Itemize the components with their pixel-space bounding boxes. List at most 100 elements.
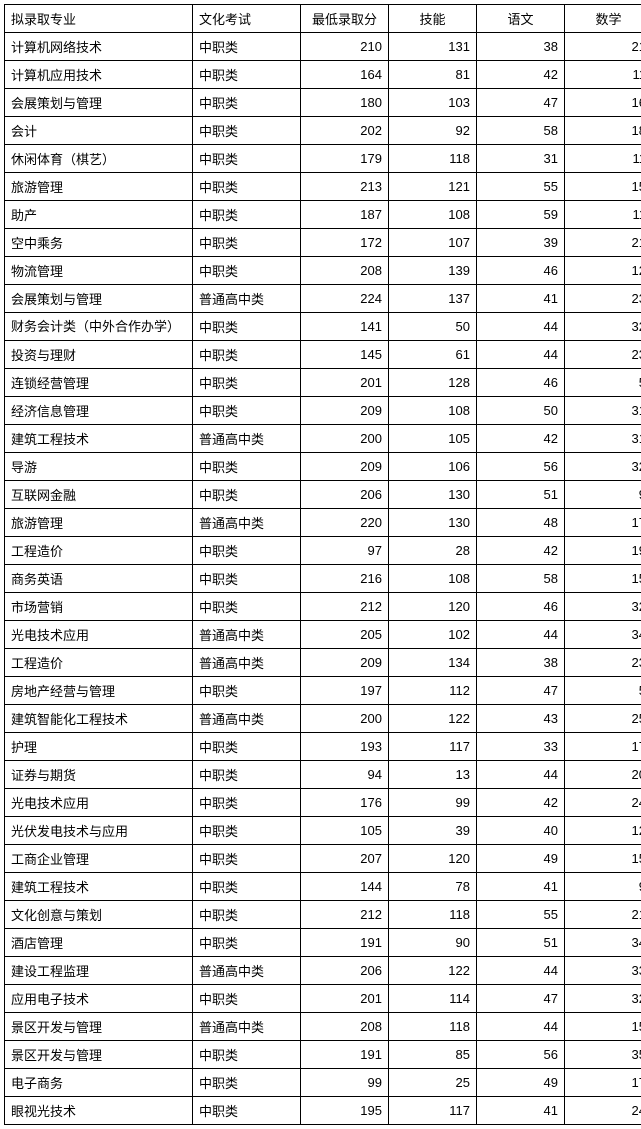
- cell-major: 财务会计类（中外合作办学）: [5, 313, 193, 341]
- cell-min: 213: [301, 173, 389, 201]
- table-row: 建设工程监理普通高中类20612244337: [5, 957, 641, 985]
- cell-math: 16: [565, 89, 641, 117]
- table-row: 应用电子技术中职类20111447328: [5, 985, 641, 1013]
- col-header-math: 数学: [565, 5, 641, 33]
- cell-exam: 中职类: [193, 369, 301, 397]
- cell-exam: 中职类: [193, 1041, 301, 1069]
- cell-exam: 普通高中类: [193, 705, 301, 733]
- cell-major: 应用电子技术: [5, 985, 193, 1013]
- cell-min: 200: [301, 705, 389, 733]
- cell-major: 会展策划与管理: [5, 89, 193, 117]
- cell-skill: 105: [389, 425, 477, 453]
- cell-chn: 39: [477, 229, 565, 257]
- cell-chn: 55: [477, 901, 565, 929]
- cell-math: 17: [565, 733, 641, 761]
- cell-chn: 56: [477, 453, 565, 481]
- cell-min: 209: [301, 453, 389, 481]
- table-row: 财务会计类（中外合作办学）中职类14150443215: [5, 313, 641, 341]
- cell-min: 209: [301, 397, 389, 425]
- cell-major: 酒店管理: [5, 929, 193, 957]
- cell-exam: 普通高中类: [193, 957, 301, 985]
- table-row: 房地产经营与管理中职类19711247533: [5, 677, 641, 705]
- table-row: 电子商务中职类992549178: [5, 1069, 641, 1097]
- cell-min: 144: [301, 873, 389, 901]
- table-row: 休闲体育（棋艺）中职类179118311119: [5, 145, 641, 173]
- cell-min: 206: [301, 957, 389, 985]
- cell-exam: 中职类: [193, 789, 301, 817]
- cell-major: 光电技术应用: [5, 621, 193, 649]
- cell-exam: 中职类: [193, 89, 301, 117]
- cell-exam: 中职类: [193, 229, 301, 257]
- cell-major: 房地产经营与管理: [5, 677, 193, 705]
- cell-min: 141: [301, 313, 389, 341]
- cell-skill: 131: [389, 33, 477, 61]
- cell-chn: 58: [477, 565, 565, 593]
- cell-major: 建设工程监理: [5, 957, 193, 985]
- cell-skill: 120: [389, 593, 477, 621]
- cell-skill: 112: [389, 677, 477, 705]
- cell-chn: 44: [477, 313, 565, 341]
- table-row: 工程造价中职类972842198: [5, 537, 641, 565]
- cell-math: 17: [565, 1069, 641, 1097]
- cell-major: 商务英语: [5, 565, 193, 593]
- cell-major: 景区开发与管理: [5, 1041, 193, 1069]
- table-row: 眼视光技术中职类195117412413: [5, 1097, 641, 1125]
- cell-chn: 46: [477, 593, 565, 621]
- cell-min: 180: [301, 89, 389, 117]
- cell-skill: 90: [389, 929, 477, 957]
- cell-math: 33: [565, 957, 641, 985]
- cell-skill: 121: [389, 173, 477, 201]
- cell-exam: 中职类: [193, 845, 301, 873]
- cell-skill: 103: [389, 89, 477, 117]
- cell-skill: 99: [389, 789, 477, 817]
- cell-chn: 44: [477, 1013, 565, 1041]
- cell-exam: 中职类: [193, 1097, 301, 1125]
- cell-min: 172: [301, 229, 389, 257]
- cell-math: 9: [565, 481, 641, 509]
- cell-chn: 31: [477, 145, 565, 173]
- cell-chn: 49: [477, 1069, 565, 1097]
- table-row: 计算机应用技术中职类16481421130: [5, 61, 641, 89]
- table-row: 物流管理中职类208139461211: [5, 257, 641, 285]
- cell-chn: 55: [477, 173, 565, 201]
- cell-min: 202: [301, 117, 389, 145]
- cell-major: 计算机应用技术: [5, 61, 193, 89]
- cell-chn: 42: [477, 61, 565, 89]
- cell-major: 旅游管理: [5, 173, 193, 201]
- cell-skill: 78: [389, 873, 477, 901]
- cell-skill: 130: [389, 481, 477, 509]
- cell-chn: 47: [477, 677, 565, 705]
- cell-math: 23: [565, 341, 641, 369]
- cell-exam: 中职类: [193, 61, 301, 89]
- cell-math: 32: [565, 453, 641, 481]
- cell-exam: 中职类: [193, 117, 301, 145]
- table-row: 经济信息管理中职类209108503120: [5, 397, 641, 425]
- cell-math: 5: [565, 369, 641, 397]
- cell-min: 208: [301, 1013, 389, 1041]
- cell-min: 99: [301, 1069, 389, 1097]
- cell-major: 旅游管理: [5, 509, 193, 537]
- table-row: 互联网金融中职类20613051916: [5, 481, 641, 509]
- cell-min: 191: [301, 929, 389, 957]
- cell-skill: 25: [389, 1069, 477, 1097]
- cell-exam: 中职类: [193, 33, 301, 61]
- cell-exam: 普通高中类: [193, 285, 301, 313]
- cell-major: 光伏发电技术与应用: [5, 817, 193, 845]
- cell-math: 15: [565, 1013, 641, 1041]
- cell-major: 光电技术应用: [5, 789, 193, 817]
- cell-skill: 120: [389, 845, 477, 873]
- cell-min: 224: [301, 285, 389, 313]
- table-row: 景区开发与管理普通高中类208118441531: [5, 1013, 641, 1041]
- cell-chn: 38: [477, 33, 565, 61]
- cell-major: 眼视光技术: [5, 1097, 193, 1125]
- col-header-major: 拟录取专业: [5, 5, 193, 33]
- cell-skill: 108: [389, 201, 477, 229]
- cell-chn: 44: [477, 957, 565, 985]
- cell-math: 34: [565, 929, 641, 957]
- cell-major: 电子商务: [5, 1069, 193, 1097]
- cell-exam: 中职类: [193, 145, 301, 173]
- cell-chn: 51: [477, 481, 565, 509]
- table-row: 工商企业管理中职类207120491523: [5, 845, 641, 873]
- cell-exam: 中职类: [193, 313, 301, 341]
- table-row: 连锁经营管理中职类20112846522: [5, 369, 641, 397]
